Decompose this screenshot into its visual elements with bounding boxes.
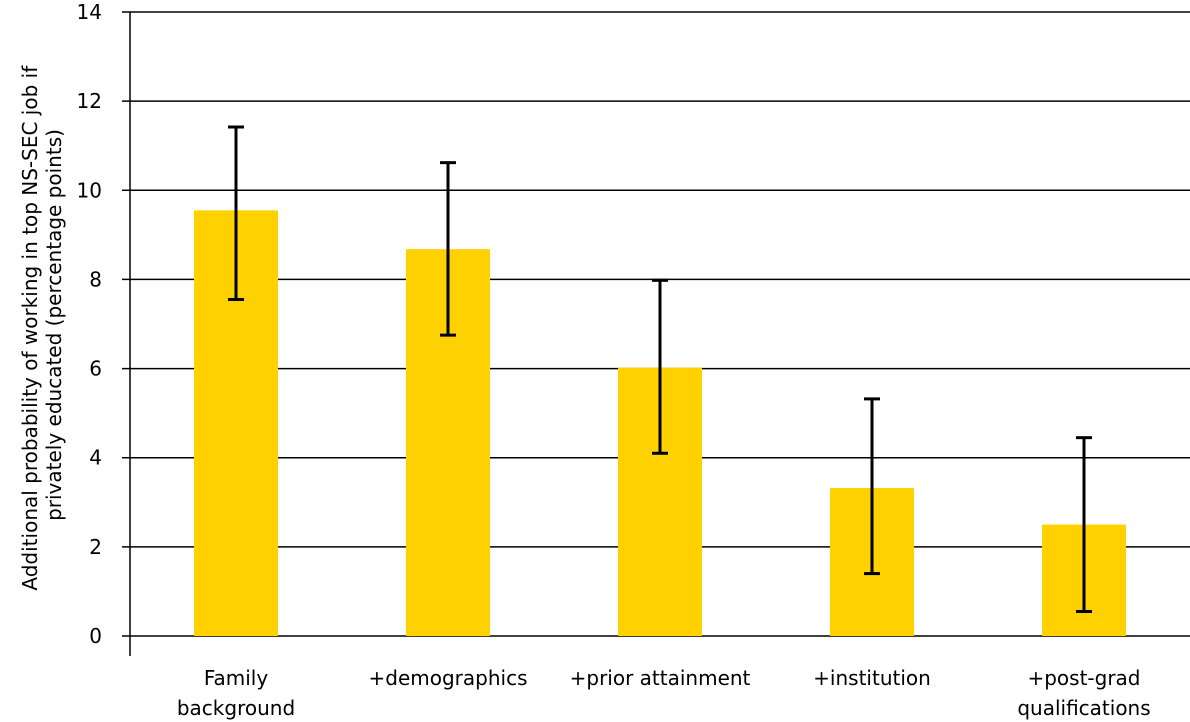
category-label-line: +post-grad bbox=[1027, 666, 1140, 690]
category-labels: Family background +demographics +prior atta… bbox=[177, 666, 1151, 720]
y-tick-labels: 0 2 4 6 8 10 12 14 bbox=[77, 0, 102, 648]
category-label-line: +prior attainment bbox=[570, 666, 751, 690]
error-bars bbox=[228, 125, 1092, 613]
error-bar bbox=[228, 125, 244, 301]
category-label-line: background bbox=[177, 696, 295, 720]
category-label: +prior attainment bbox=[570, 666, 751, 690]
error-bar bbox=[440, 161, 456, 337]
y-axis-label-line-1: Additional probability of working in top… bbox=[18, 65, 42, 591]
y-tick-label: 12 bbox=[77, 89, 102, 113]
category-label: Family background bbox=[177, 666, 295, 720]
category-label-line: +institution bbox=[813, 666, 931, 690]
y-tick-label: 6 bbox=[89, 357, 102, 381]
category-label-line: Family bbox=[204, 666, 269, 690]
category-label: +institution bbox=[813, 666, 931, 690]
y-tick-label: 4 bbox=[89, 446, 102, 470]
error-bar bbox=[864, 397, 880, 576]
y-tick-label: 10 bbox=[77, 178, 102, 202]
category-label: +post-grad qualifications bbox=[1017, 666, 1150, 720]
error-bar bbox=[1076, 436, 1092, 613]
category-label: +demographics bbox=[369, 666, 528, 690]
y-axis-label: Additional probability of working in top… bbox=[18, 59, 66, 590]
y-tick-label: 0 bbox=[89, 624, 102, 648]
category-label-line: +demographics bbox=[369, 666, 528, 690]
error-bar bbox=[652, 278, 668, 455]
category-label-line: qualifications bbox=[1017, 696, 1150, 720]
y-tick-label: 2 bbox=[89, 535, 102, 559]
y-tick-label: 8 bbox=[89, 267, 102, 291]
y-tick-label: 14 bbox=[77, 0, 102, 24]
y-axis-label-line-2: privately educated (percentage points) bbox=[42, 129, 66, 521]
